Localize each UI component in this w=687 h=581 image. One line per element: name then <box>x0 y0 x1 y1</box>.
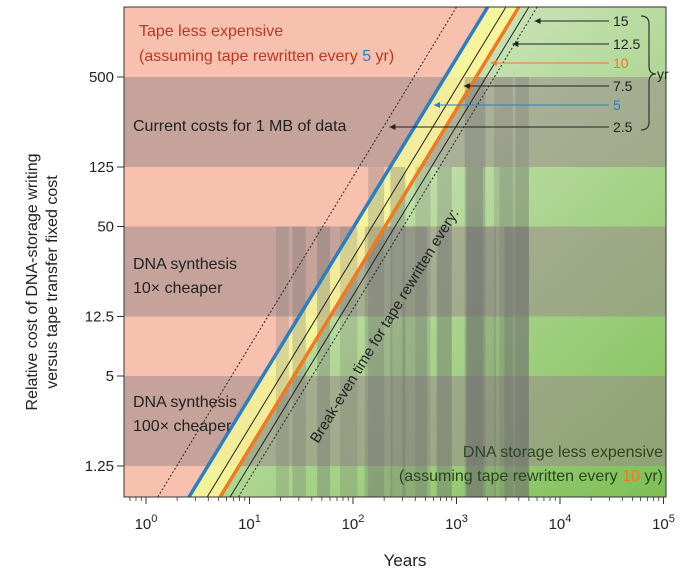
break-even-column <box>436 226 452 497</box>
break-even-column <box>464 76 486 497</box>
legend-label-7-5: 7.5 <box>613 78 633 94</box>
break-even-column <box>275 226 289 497</box>
dna-annotation-b: yr) <box>640 468 663 485</box>
x-tick-label: 104 <box>549 513 572 533</box>
band-label-100x-line2: 100× cheaper <box>133 418 232 435</box>
break-even-line-5 <box>187 7 490 497</box>
legend-arrowhead <box>433 102 440 108</box>
break-even-column <box>317 226 331 497</box>
x-tick-label: 102 <box>342 513 365 533</box>
band-label-10x-line2: 10× cheaper <box>133 280 223 297</box>
tape-annotation-title: Tape less expensive <box>139 23 283 40</box>
y-tick-label: 50 <box>97 218 114 235</box>
plot-frame <box>123 6 667 498</box>
legend-label-12-5: 12.5 <box>613 36 640 52</box>
dna-annotation-title: DNA storage less expensive <box>463 444 663 461</box>
y-tick-label: 5 <box>106 368 114 385</box>
tape-annotation-num: 5 <box>362 48 371 65</box>
break-even-column <box>437 167 452 497</box>
legend-arrowhead <box>512 41 519 47</box>
x-axis-title: Years <box>384 551 427 570</box>
cost-band-1 <box>124 226 666 317</box>
break-even-column <box>504 226 529 497</box>
x-tick-label: 100 <box>135 513 158 533</box>
legend-label-10: 10 <box>613 55 629 71</box>
y-axis-title-line2: versus tape transfer fixed cost <box>44 175 61 389</box>
break-even-column <box>390 167 406 497</box>
x-tick-label: 101 <box>238 513 261 533</box>
dna-annotation-subtitle: (assuming tape rewritten every 10 yr) <box>399 468 663 485</box>
y-tick-label: 12.5 <box>85 309 114 326</box>
dna-annotation-a: (assuming tape rewritten every <box>399 468 622 485</box>
highlight-5-10 <box>188 7 519 497</box>
tape-annotation-b: yr) <box>371 48 394 65</box>
legend-arrowhead <box>389 124 396 130</box>
y-tick-label: 125 <box>89 159 114 176</box>
legend-label-15: 15 <box>613 13 629 29</box>
break-even-column <box>466 226 496 497</box>
y-tick-label: 500 <box>89 69 114 86</box>
break-even-column <box>493 76 513 497</box>
cost-band-2 <box>124 375 666 466</box>
legend-brace <box>640 15 657 131</box>
break-even-column <box>515 76 529 497</box>
y-tick-label: 1.25 <box>85 458 114 475</box>
dna-annotation-num: 10 <box>622 468 640 485</box>
break-even-line-7-5 <box>206 7 507 497</box>
legend-label-2-5: 2.5 <box>613 119 633 135</box>
legend-label-5: 5 <box>613 97 621 113</box>
legend-arrowhead <box>463 83 470 89</box>
x-tick-label: 103 <box>445 513 468 533</box>
break-even-column <box>415 167 431 497</box>
legend-arrowhead <box>534 18 541 24</box>
break-even-column <box>466 167 483 497</box>
break-even-line-12-5 <box>229 7 530 497</box>
break-even-column <box>499 167 529 497</box>
legend-unit: yr <box>657 66 669 82</box>
break-even-line-10 <box>218 7 521 497</box>
cost-band-0 <box>124 76 666 167</box>
band-label-current: Current costs for 1 MB of data <box>133 118 347 135</box>
break-even-column <box>364 226 393 497</box>
x-tick-label: 105 <box>652 513 675 533</box>
tape-annotation-a: (assuming tape rewritten every <box>139 48 362 65</box>
y-axis-title-line1: Relative cost of DNA-storage writing <box>24 154 41 411</box>
band-label-10x-line1: DNA synthesis <box>133 256 237 273</box>
legend-arrowhead <box>490 60 497 66</box>
band-label-100x-line1: DNA synthesis <box>133 394 237 411</box>
break-even-column <box>292 226 306 497</box>
break-even-column <box>402 226 428 497</box>
tape-annotation-subtitle: (assuming tape rewritten every 5 yr) <box>139 48 394 65</box>
